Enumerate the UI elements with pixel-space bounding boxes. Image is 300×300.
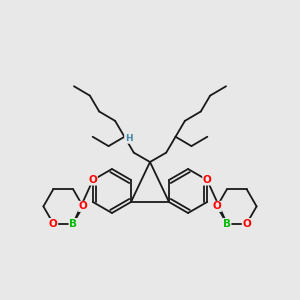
Text: H: H <box>124 134 132 143</box>
Text: O: O <box>79 201 87 212</box>
Text: O: O <box>213 201 221 212</box>
Text: O: O <box>49 218 58 229</box>
Text: B: B <box>223 218 231 229</box>
Text: O: O <box>242 218 251 229</box>
Text: O: O <box>88 175 97 185</box>
Text: O: O <box>203 175 212 185</box>
Text: B: B <box>69 218 77 229</box>
